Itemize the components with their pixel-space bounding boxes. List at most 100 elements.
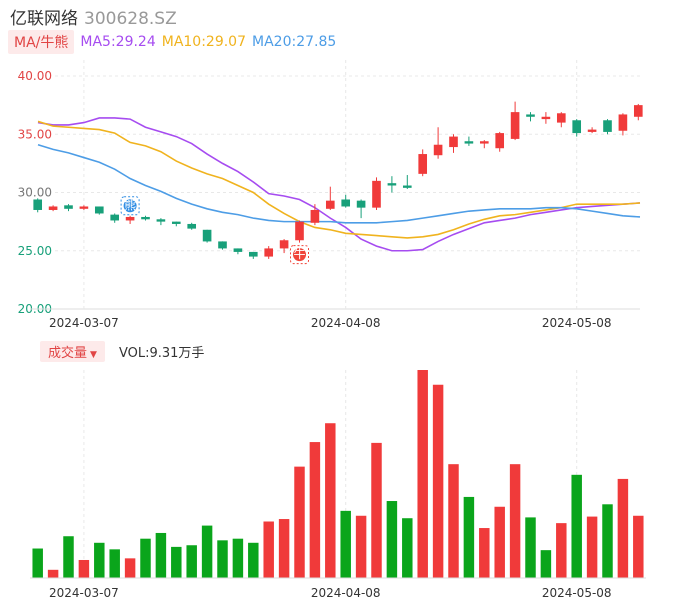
volume-bar [617, 478, 629, 578]
volume-bar [94, 542, 105, 578]
candle-body [572, 120, 582, 134]
candle-body [110, 214, 120, 221]
volume-bar [171, 546, 182, 578]
candle-body [156, 219, 166, 222]
volume-bar [633, 515, 644, 578]
ma10-line [37, 120, 641, 239]
candle-body [433, 144, 443, 156]
candle-body [279, 240, 289, 249]
candle-body [264, 248, 274, 257]
candle-body [218, 241, 227, 249]
volume-bar [278, 519, 290, 578]
volume-bar [402, 518, 413, 578]
candle-body [449, 136, 458, 148]
price-axis-label: 25.00 [18, 244, 52, 258]
candle-body [372, 180, 381, 208]
volume-bar [63, 536, 74, 578]
volume-bar [602, 504, 613, 578]
candle-body [64, 205, 73, 209]
volume-bar [463, 496, 475, 578]
volume-bar [186, 545, 197, 578]
date-axis-label: 2024-03-07 [49, 586, 119, 600]
volume-bar [540, 550, 552, 578]
candle-body [541, 116, 551, 120]
volume-bar [32, 548, 43, 578]
candle-body [33, 199, 43, 210]
candle-body [187, 223, 197, 229]
volume-bar [571, 474, 582, 578]
volume-bar [355, 515, 367, 578]
candle-body [325, 200, 335, 209]
volume-bar [201, 525, 213, 578]
volume-bar [47, 569, 59, 578]
candle-body [633, 105, 643, 117]
candle-body [464, 141, 474, 144]
signal-marker-icon [293, 248, 306, 262]
price-axis-label: 35.00 [18, 127, 52, 141]
volume-bar [140, 538, 151, 578]
volume-bar [124, 558, 136, 578]
volume-bar [509, 464, 521, 578]
ma5-line [37, 117, 641, 252]
price-axis-label: 40.00 [18, 69, 52, 83]
volume-legend: 成交量 ▼ VOL:9.31万手 [40, 340, 204, 362]
date-axis-label: 2024-03-07 [49, 316, 119, 330]
candle-body [495, 133, 505, 149]
candle-body [94, 206, 104, 214]
candle-body [171, 221, 181, 224]
volume-bar [232, 538, 244, 578]
candle-body [48, 206, 58, 210]
volume-bar [448, 464, 459, 578]
volume-bar [263, 521, 274, 578]
volume-bar [494, 506, 505, 578]
date-axis-label: 2024-04-08 [311, 316, 381, 330]
candle-body [587, 129, 597, 132]
volume-indicator-dropdown[interactable]: 成交量 ▼ [40, 340, 105, 362]
date-axis-label: 2024-05-08 [542, 316, 612, 330]
volume-bar [340, 510, 351, 578]
candle-body [125, 216, 135, 221]
volume-bar [479, 528, 490, 578]
ma-toggle-button[interactable]: MA/牛熊 [8, 30, 75, 54]
candle-body [79, 206, 89, 209]
candle-body [618, 114, 628, 131]
caret-down-icon: ▼ [90, 349, 97, 360]
volume-bar [217, 540, 228, 578]
stock-title: 亿联网络 300628.SZ [10, 4, 177, 29]
price-axis-label: 30.00 [18, 186, 52, 200]
volume-bar [371, 442, 382, 578]
candle-body [233, 248, 243, 252]
ma-legend: MA/牛熊 MA5:29.24 MA10:29.07 MA20:27.85 [8, 30, 342, 54]
candle-body [526, 114, 535, 117]
signal-marker-icon [123, 199, 137, 213]
candle-body [356, 200, 366, 208]
stock-code: 300628.SZ [84, 9, 177, 29]
volume-bar [109, 549, 120, 578]
volume-bar [248, 542, 259, 578]
volume-bar [386, 501, 398, 578]
date-axis-label: 2024-05-08 [542, 586, 612, 600]
volume-bar [155, 532, 167, 578]
date-axis-label: 2024-04-08 [311, 586, 381, 600]
candle-body [556, 113, 566, 123]
candle-body [479, 141, 489, 144]
volume-bar [432, 384, 444, 578]
ma5-label: MA5:29.24 [80, 34, 156, 50]
candle-body [603, 120, 612, 132]
ma20-label: MA20:27.85 [252, 34, 337, 50]
ma10-label: MA10:29.07 [161, 34, 247, 50]
volume-bar [586, 516, 598, 578]
volume-indicator-label: 成交量 [48, 345, 88, 361]
volume-bar [309, 442, 321, 578]
candle-body [418, 154, 428, 174]
candle-body [387, 183, 397, 186]
candle-body [341, 199, 351, 207]
signal-marker-label: 熊 [124, 197, 136, 212]
volume-bar [325, 423, 336, 578]
candle-body [510, 112, 520, 139]
ma20-line [37, 143, 641, 224]
candle-body [202, 229, 212, 242]
volume-bar [294, 466, 305, 578]
volume-bar [556, 523, 567, 578]
